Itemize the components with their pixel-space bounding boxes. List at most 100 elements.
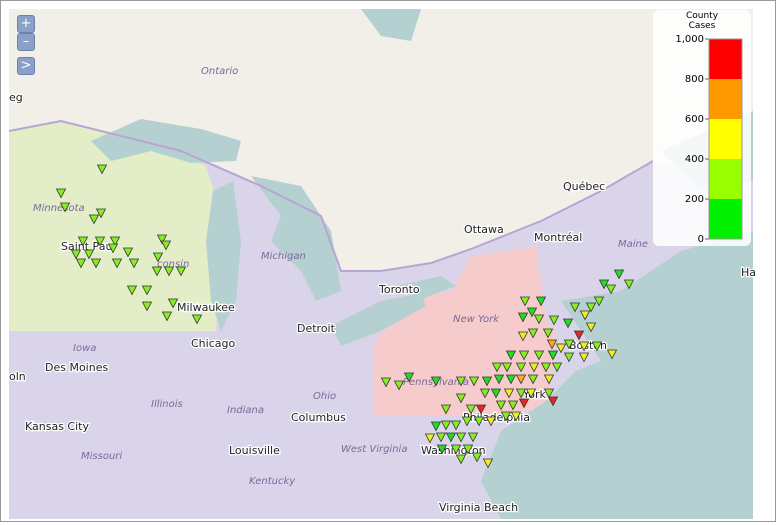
map-marker bbox=[161, 311, 173, 322]
city-label: Boston bbox=[569, 339, 607, 352]
map-marker bbox=[482, 458, 494, 469]
map-marker bbox=[467, 432, 479, 443]
map-marker bbox=[445, 432, 457, 443]
map-marker bbox=[526, 307, 538, 318]
map-marker bbox=[542, 328, 554, 339]
map-marker bbox=[141, 285, 153, 296]
region-label: Michigan bbox=[261, 251, 306, 262]
layer-toggle[interactable]: > bbox=[17, 57, 35, 75]
map-marker bbox=[380, 377, 392, 388]
map-marker bbox=[593, 296, 605, 307]
map-marker bbox=[517, 312, 529, 323]
zoom-in[interactable]: + bbox=[17, 15, 35, 33]
map-marker bbox=[613, 269, 625, 280]
map-marker bbox=[393, 380, 405, 391]
map-marker bbox=[430, 421, 442, 432]
map-marker bbox=[94, 236, 106, 247]
map-marker bbox=[122, 247, 134, 258]
map-marker bbox=[551, 362, 563, 373]
map-marker bbox=[191, 314, 203, 325]
ocean bbox=[481, 231, 753, 519]
map-marker bbox=[440, 404, 452, 415]
map-marker bbox=[128, 258, 140, 269]
map-marker bbox=[515, 362, 527, 373]
map-marker bbox=[598, 279, 610, 290]
city-label: eg bbox=[9, 91, 23, 104]
legend-swatch bbox=[709, 119, 742, 159]
city-label: Virginia Beach bbox=[439, 501, 518, 514]
map-marker bbox=[88, 214, 100, 225]
region-label: New York bbox=[453, 314, 500, 325]
legend-tick-label: 1,000 bbox=[675, 34, 704, 45]
map-marker bbox=[450, 420, 462, 431]
map-marker bbox=[96, 164, 108, 175]
map-marker bbox=[518, 398, 530, 409]
map-marker bbox=[505, 350, 517, 361]
map-marker bbox=[59, 202, 71, 213]
map-marker bbox=[515, 374, 527, 385]
map-marker bbox=[152, 252, 164, 263]
map-marker bbox=[578, 341, 590, 352]
map-marker bbox=[505, 374, 517, 385]
region-label: consin bbox=[157, 259, 189, 270]
city-label: Kansas City bbox=[25, 420, 89, 433]
map-marker bbox=[461, 416, 473, 427]
map-marker bbox=[479, 388, 491, 399]
zoom-out[interactable]: – bbox=[17, 33, 35, 51]
region-label: Iowa bbox=[73, 343, 96, 354]
region-label: Ontario bbox=[201, 66, 238, 77]
legend-title: County Cases bbox=[685, 11, 719, 31]
lake-erie bbox=[331, 293, 426, 346]
legend-swatch bbox=[709, 159, 742, 199]
city-label: oln bbox=[9, 370, 26, 383]
map-marker bbox=[75, 258, 87, 269]
map-marker bbox=[90, 258, 102, 269]
map-marker bbox=[70, 249, 82, 260]
map-marker bbox=[455, 393, 467, 404]
map-marker bbox=[585, 302, 597, 313]
map-marker bbox=[471, 452, 483, 463]
map-marker bbox=[548, 315, 560, 326]
region-label: Minnesota bbox=[33, 203, 85, 214]
map-marker bbox=[111, 258, 123, 269]
map-marker bbox=[495, 400, 507, 411]
region-label: Maine bbox=[618, 239, 648, 250]
map-marker bbox=[491, 362, 503, 373]
map-marker bbox=[450, 444, 462, 455]
map-marker bbox=[507, 400, 519, 411]
map-marker bbox=[547, 396, 559, 407]
legend-tick-label: 800 bbox=[685, 74, 704, 85]
map-marker bbox=[167, 298, 179, 309]
map-marker bbox=[403, 372, 415, 383]
map-marker bbox=[515, 388, 527, 399]
map-marker bbox=[436, 444, 448, 455]
region-label: Indiana bbox=[227, 405, 264, 416]
lake-huron bbox=[251, 176, 341, 301]
map-marker bbox=[510, 411, 522, 422]
map-marker bbox=[485, 416, 497, 427]
map-marker bbox=[519, 296, 531, 307]
city-label: Columbus bbox=[291, 411, 346, 424]
city-label: Detroit bbox=[297, 322, 336, 335]
map-marker bbox=[473, 416, 485, 427]
map-marker bbox=[517, 331, 529, 342]
lake-michigan bbox=[206, 181, 241, 331]
map-marker bbox=[455, 376, 467, 387]
map-marker bbox=[501, 362, 513, 373]
map-marker bbox=[126, 285, 138, 296]
map-marker bbox=[525, 388, 537, 399]
map-marker bbox=[151, 266, 163, 277]
region-label: Illinois bbox=[151, 399, 183, 410]
map-marker bbox=[455, 432, 467, 443]
legend-swatch bbox=[709, 79, 742, 119]
map-marker bbox=[573, 330, 585, 341]
city-label: Ottawa bbox=[464, 223, 504, 236]
map-marker bbox=[83, 249, 95, 260]
map-marker bbox=[562, 318, 574, 329]
map-marker bbox=[465, 404, 477, 415]
legend-tick-label: 600 bbox=[685, 114, 704, 125]
map-marker bbox=[535, 296, 547, 307]
map-marker bbox=[160, 240, 172, 251]
